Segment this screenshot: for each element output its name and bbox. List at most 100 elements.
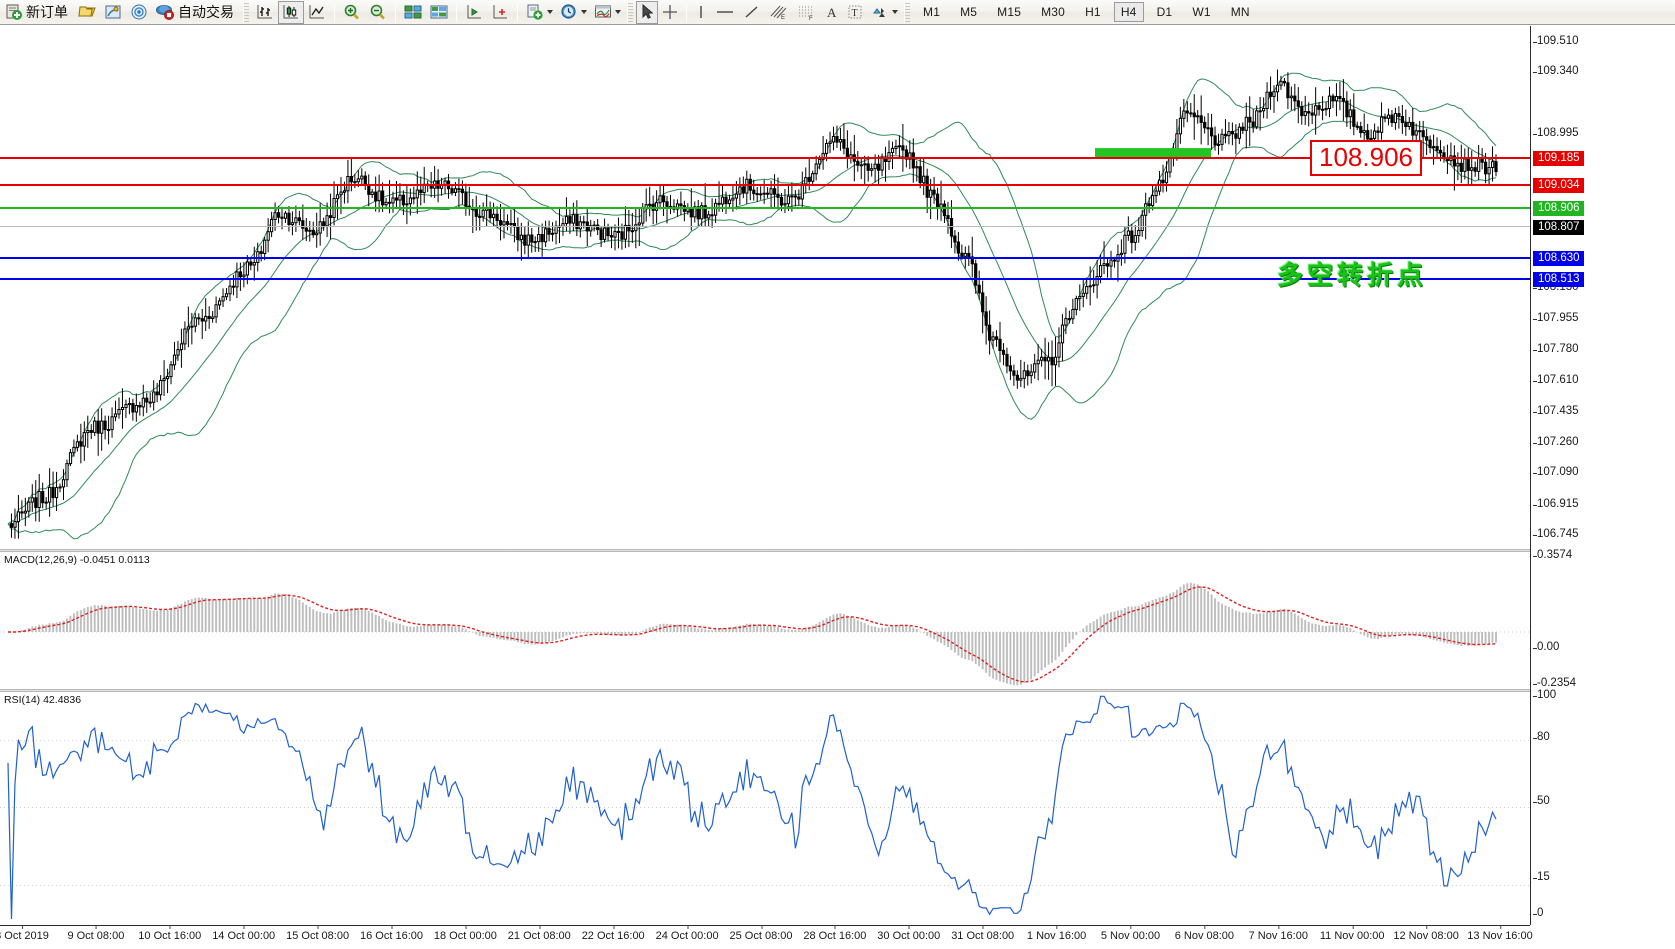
timeframe-label: M1 xyxy=(923,5,941,19)
timeframe-label: M15 xyxy=(997,5,1022,19)
folder-icon xyxy=(78,6,96,17)
trendline-button[interactable] xyxy=(739,1,765,24)
new-order-label: 新订单 xyxy=(26,4,68,20)
rsi-svg xyxy=(0,695,1530,920)
price-tick: 107.260 xyxy=(1533,436,1579,449)
bar-chart-button[interactable] xyxy=(252,1,278,24)
toolbar-grip[interactable] xyxy=(627,2,633,22)
pane-separator-macd[interactable] xyxy=(0,549,1675,552)
timeframe-label: M30 xyxy=(1041,5,1066,19)
timeframe-label: H4 xyxy=(1113,2,1144,22)
new-order-button[interactable]: 新订单 xyxy=(2,1,74,24)
indicator-tick: 100 xyxy=(1532,689,1557,701)
timeframe-button-h4[interactable]: H4 xyxy=(1111,1,1147,24)
terminal-button[interactable] xyxy=(74,1,100,24)
time-tick: 16 Oct 16:00 xyxy=(360,925,423,942)
svg-text:A: A xyxy=(827,5,837,20)
timeframe-group: M1 M5 M15 M30 H1 H4 D1 W1 MN xyxy=(913,1,1260,24)
chevron-down-icon[interactable] xyxy=(892,10,898,14)
time-tick: 18 Oct 00:00 xyxy=(433,925,497,942)
macd-pane[interactable]: MACD(12,26,9) -0.0451 0.0113 xyxy=(0,552,1530,688)
indicator-tick: 0.3574 xyxy=(1532,549,1573,561)
level-line-stroke xyxy=(0,278,1530,280)
indicator-tick: 80 xyxy=(1533,731,1550,743)
price-tick: 109.340 xyxy=(1533,65,1579,78)
price-chart-pane[interactable] xyxy=(0,26,1530,550)
arrows-button[interactable] xyxy=(867,1,901,24)
time-tick: 15 Oct 08:00 xyxy=(286,925,350,942)
indicator-tick: 0.00 xyxy=(1532,641,1560,653)
pane-separator-rsi[interactable] xyxy=(0,689,1675,692)
cursor-tool-button[interactable] xyxy=(636,0,658,24)
crosshair-tool-button[interactable] xyxy=(658,1,682,24)
rsi-pane[interactable]: RSI(14) 42.4836 xyxy=(0,692,1530,925)
tile-windows-icon xyxy=(404,5,422,19)
vertical-line-button[interactable] xyxy=(691,1,711,24)
candlestick-chart-button[interactable] xyxy=(278,0,304,24)
market-watch-button[interactable] xyxy=(126,1,152,24)
trendline-icon xyxy=(745,6,758,18)
timeframe-button-m15[interactable]: M15 xyxy=(987,1,1031,24)
time-tick: 24 Oct 00:00 xyxy=(655,925,719,942)
time-tick: 5 Nov 00:00 xyxy=(1100,925,1161,942)
zoom-in-button[interactable] xyxy=(339,1,365,24)
chart-shift-button[interactable] xyxy=(461,1,487,24)
horizontal-line-button[interactable] xyxy=(711,1,739,24)
time-tick: 21 Oct 08:00 xyxy=(507,925,571,942)
time-tick: 25 Oct 08:00 xyxy=(729,925,793,942)
timeframe-button-w1[interactable]: W1 xyxy=(1182,1,1220,24)
price-level-tag[interactable]: 109.185 xyxy=(1533,151,1584,166)
equidistant-channel-button[interactable]: E xyxy=(765,1,793,24)
macd-label: MACD(12,26,9) -0.0451 0.0113 xyxy=(4,554,150,566)
time-tick: 7 Nov 16:00 xyxy=(1248,925,1308,942)
auto-scroll-button[interactable] xyxy=(487,1,513,24)
price-level-tag[interactable]: 108.630 xyxy=(1533,251,1584,266)
toolbar-grip[interactable] xyxy=(904,2,910,22)
price-level-tag[interactable]: 108.513 xyxy=(1533,272,1584,287)
crosshair-icon xyxy=(663,5,677,19)
price-level-tag[interactable]: 108.807 xyxy=(1533,220,1584,235)
template-icon xyxy=(595,5,611,18)
timeframe-button-m5[interactable]: M5 xyxy=(950,1,987,24)
signal-icon xyxy=(131,4,147,20)
navigator-button[interactable] xyxy=(100,1,126,24)
navigator-icon xyxy=(105,5,121,19)
fibonacci-button[interactable]: F xyxy=(793,1,821,24)
price-callout-value: 108.906 xyxy=(1319,142,1413,172)
templates-button[interactable] xyxy=(590,1,624,24)
price-level-tag[interactable]: 108.906 xyxy=(1533,201,1584,216)
level-line-stroke xyxy=(0,257,1530,259)
line-chart-button[interactable] xyxy=(304,1,330,24)
time-tick: 22 Oct 16:00 xyxy=(581,925,645,942)
arrows-icon xyxy=(873,8,885,17)
window-list-button[interactable] xyxy=(426,1,452,24)
time-axis[interactable]: 8 Oct 2019 9 Oct 08:00 10 Oct 16:00 14 Oct … xyxy=(0,925,1533,949)
new-chart-button[interactable] xyxy=(522,1,556,24)
toolbar-grip[interactable] xyxy=(243,2,249,22)
autotrading-icon xyxy=(156,5,174,20)
timeframe-button-mn[interactable]: MN xyxy=(1221,1,1260,24)
time-tick: 12 Nov 08:00 xyxy=(1393,925,1459,942)
zoom-out-button[interactable] xyxy=(365,1,391,24)
price-tick: 107.955 xyxy=(1533,312,1579,325)
price-level-tag[interactable]: 109.034 xyxy=(1533,178,1584,193)
period-button[interactable] xyxy=(556,1,590,24)
main-toolbar: 新订单 xyxy=(0,0,1675,25)
timeframe-label: H1 xyxy=(1085,5,1101,19)
toolbar-separator xyxy=(517,2,518,22)
autotrading-button[interactable]: 自动交易 xyxy=(152,1,240,24)
price-scale[interactable]: 109.510109.340108.995108.475108.300108.1… xyxy=(1530,26,1675,925)
timeframe-button-m1[interactable]: M1 xyxy=(913,1,950,24)
chevron-down-icon[interactable] xyxy=(547,10,553,14)
text-tool-button[interactable]: A xyxy=(821,1,843,24)
timeframe-button-d1[interactable]: D1 xyxy=(1147,1,1183,24)
chevron-down-icon[interactable] xyxy=(615,10,621,14)
svg-text:F: F xyxy=(809,16,813,21)
time-tick: 30 Oct 00:00 xyxy=(877,925,941,942)
price-callout-box[interactable]: 108.906 xyxy=(1310,140,1422,176)
text-label-button[interactable]: T xyxy=(843,1,867,24)
tile-windows-button[interactable] xyxy=(400,1,426,24)
timeframe-button-h1[interactable]: H1 xyxy=(1075,1,1111,24)
chevron-down-icon[interactable] xyxy=(581,10,587,14)
timeframe-button-m30[interactable]: M30 xyxy=(1031,1,1075,24)
